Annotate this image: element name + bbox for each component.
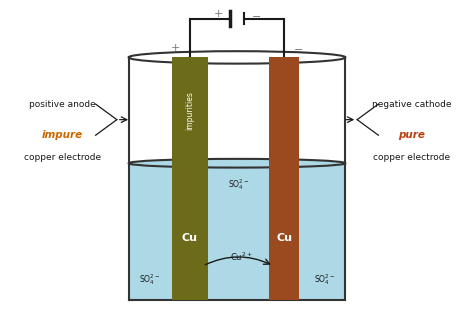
Text: Cu: Cu — [276, 233, 292, 243]
Text: impurities: impurities — [185, 91, 194, 130]
Text: Cu: Cu — [182, 233, 198, 243]
Text: copper electrode: copper electrode — [373, 153, 450, 161]
Text: SO$_4^{2-}$: SO$_4^{2-}$ — [228, 177, 249, 192]
Text: $-$: $-$ — [251, 10, 261, 20]
Text: impure: impure — [42, 130, 83, 140]
Text: copper electrode: copper electrode — [24, 153, 101, 161]
Text: SO$_4^{2-}$: SO$_4^{2-}$ — [313, 273, 335, 287]
Ellipse shape — [128, 159, 346, 168]
Bar — [128, 163, 346, 300]
Text: pure: pure — [398, 130, 425, 140]
Bar — [269, 57, 300, 300]
Text: +: + — [171, 43, 181, 53]
Text: positive anode: positive anode — [29, 100, 96, 109]
Text: $-$: $-$ — [293, 43, 303, 53]
Bar — [172, 57, 208, 300]
Text: +: + — [213, 9, 223, 19]
Text: negative cathode: negative cathode — [372, 100, 451, 109]
Text: SO$_4^{2-}$: SO$_4^{2-}$ — [139, 273, 161, 287]
Text: Cu$^{2+}$: Cu$^{2+}$ — [230, 250, 253, 263]
